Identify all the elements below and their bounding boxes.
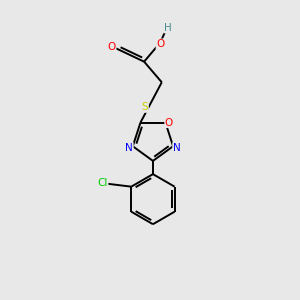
Text: O: O	[165, 118, 173, 128]
Text: O: O	[156, 39, 164, 49]
Text: S: S	[142, 102, 148, 112]
Text: H: H	[164, 23, 172, 33]
Text: Cl: Cl	[98, 178, 108, 188]
Text: N: N	[173, 143, 181, 153]
Text: N: N	[125, 143, 133, 153]
Text: O: O	[108, 42, 116, 52]
